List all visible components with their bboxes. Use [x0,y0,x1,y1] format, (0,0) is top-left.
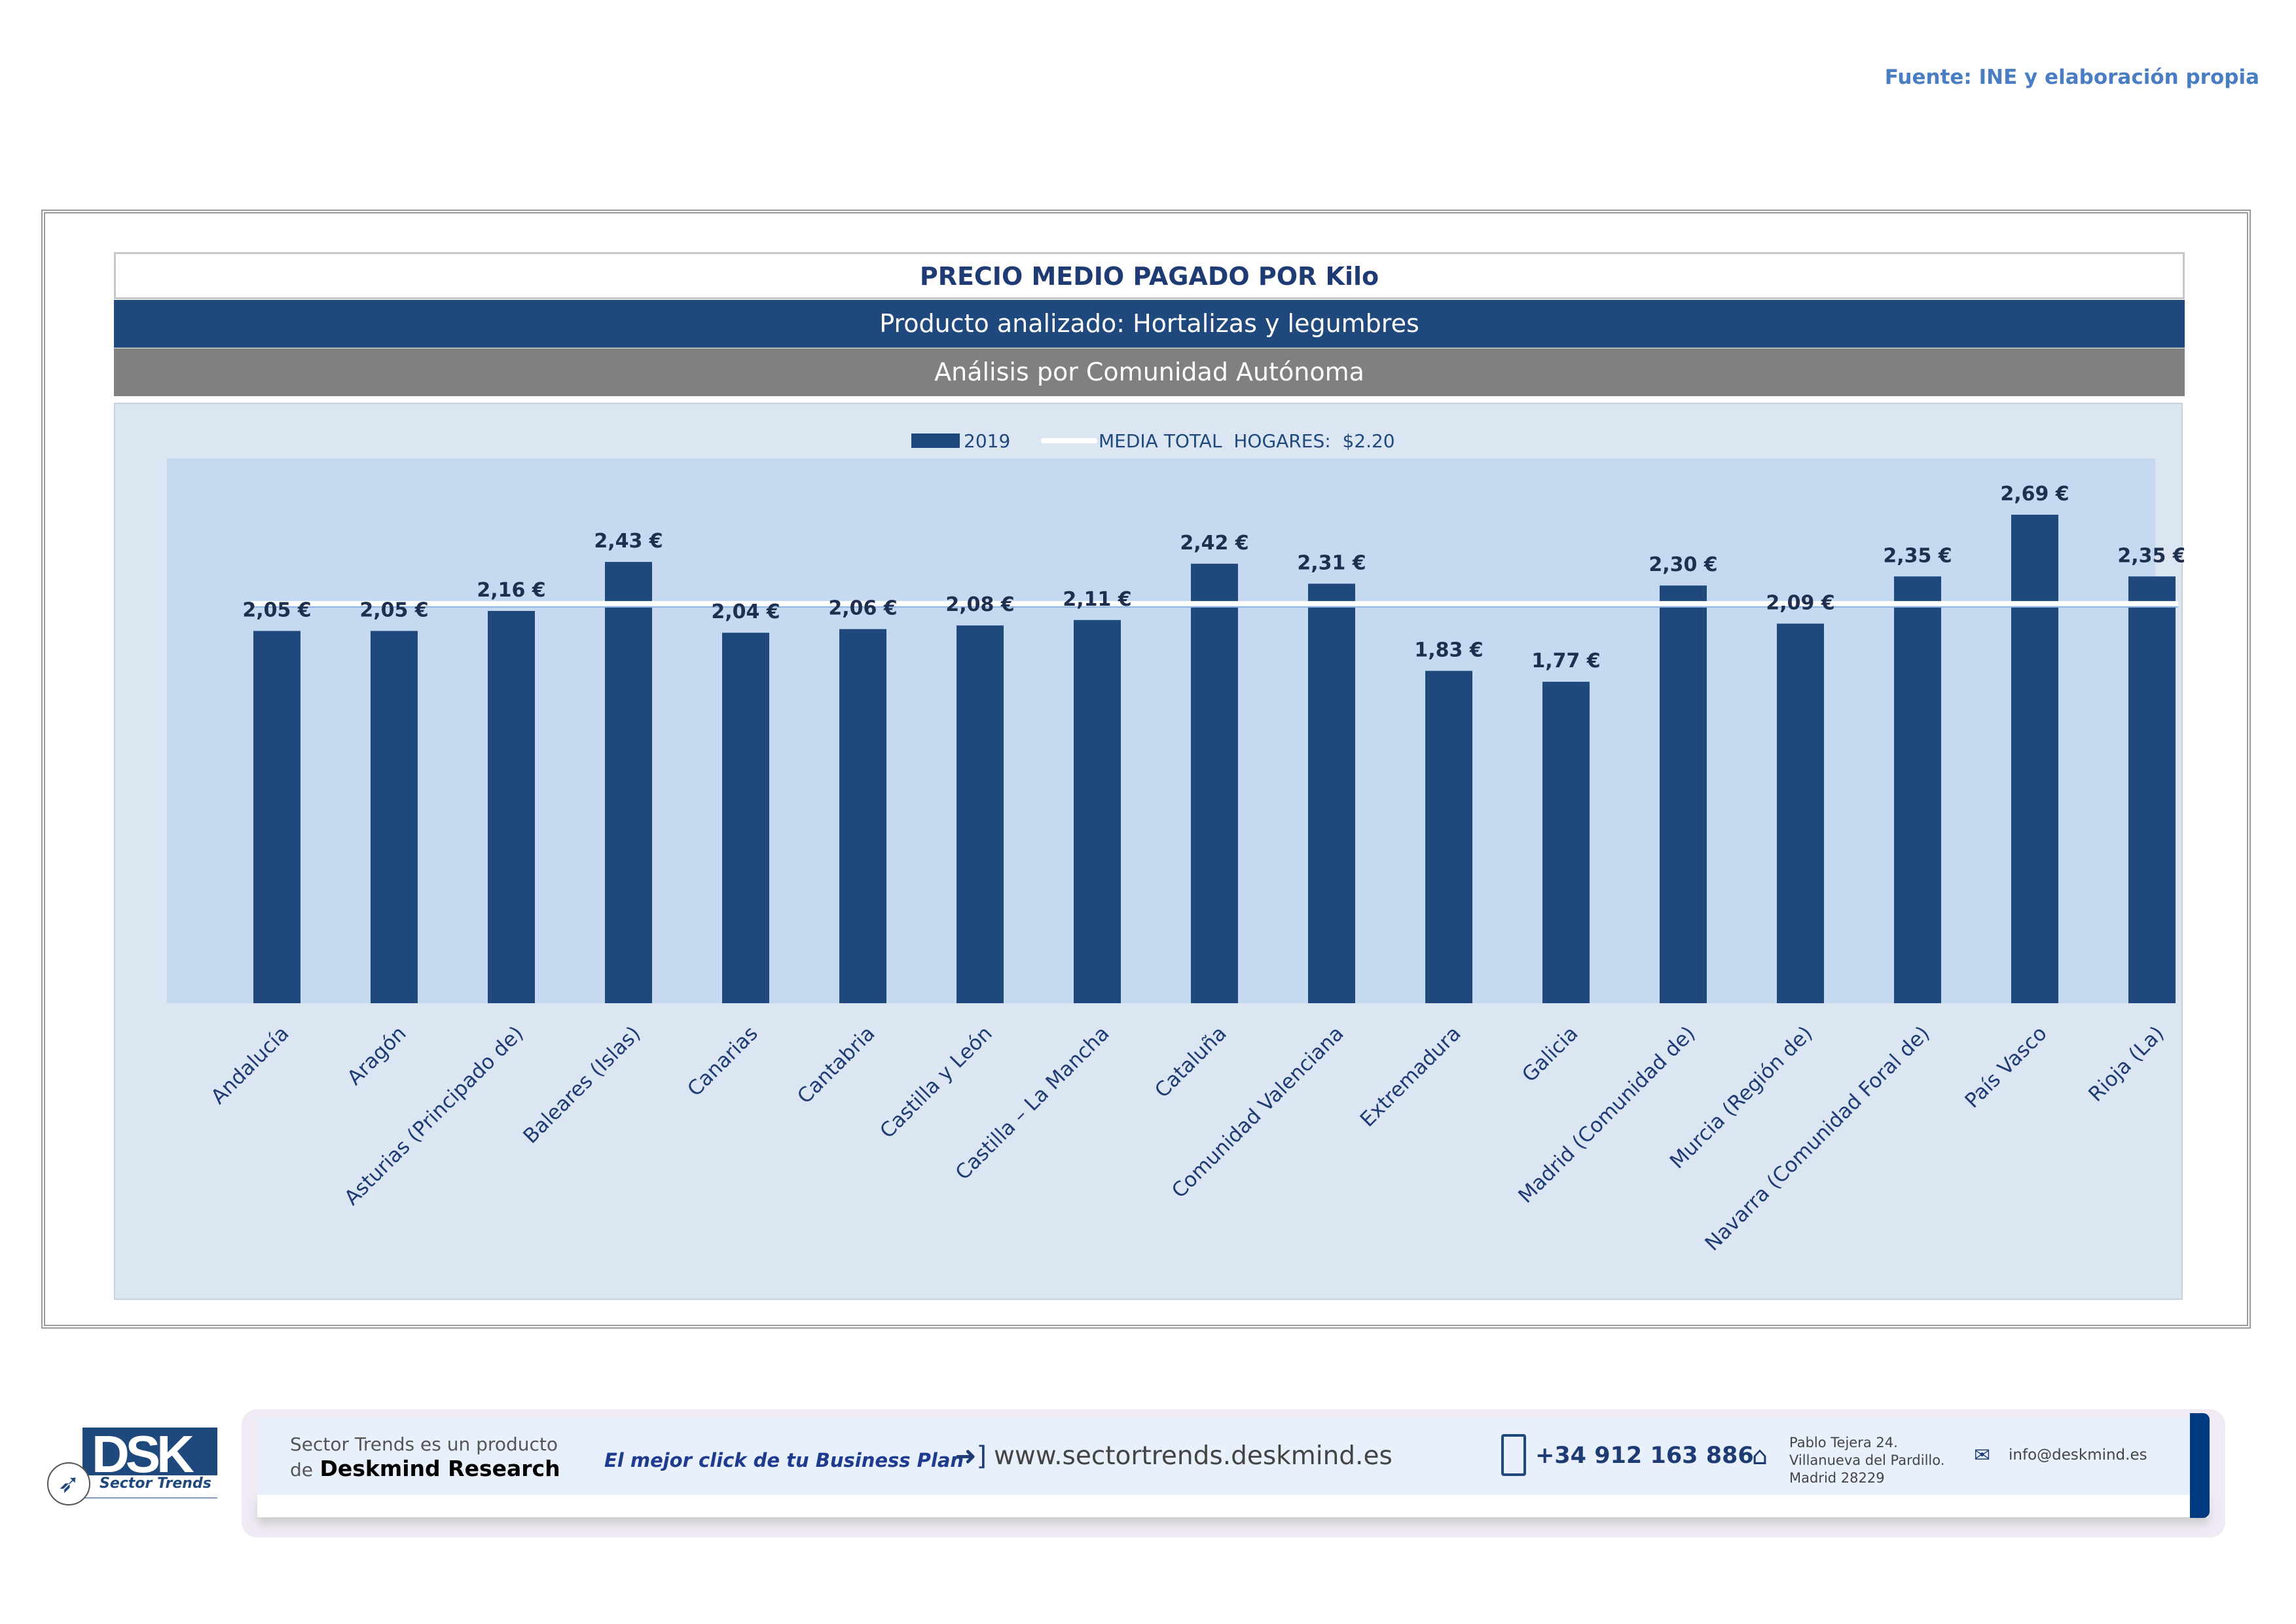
bar [1308,583,1355,1003]
address-line-2: Villanueva del Pardillo. [1789,1452,1945,1468]
x-tick-label: Rioja (La) [2084,1022,2168,1106]
data-label: 2,05 € [242,599,311,621]
bar [722,633,769,1003]
brand-name: Deskmind Research [319,1456,560,1481]
x-tick-label: País Vasco [1960,1022,2051,1113]
link-arrow-icon: ➜] [955,1441,987,1471]
bar [1894,576,1941,1003]
bar [1074,619,1121,1003]
source-note: Fuente: INE y elaboración propia [1884,65,2259,89]
bar [1542,682,1590,1003]
chart-area: 2019 MEDIA TOTAL HOGARES: $2.20 2,05 € 2,… [114,403,2187,1300]
chart-frame [41,210,2251,1329]
bar [839,629,886,1003]
legend-bar-swatch [911,434,960,448]
bar [1777,623,1824,1003]
data-label: 2,31 € [1297,551,1366,574]
product-line-2-prefix: de [290,1459,313,1481]
x-tick-label: Castilla y León [875,1022,996,1143]
rocket-icon: ➶ [47,1462,90,1505]
footer-accent-bar [2190,1413,2210,1518]
data-label: 2,16 € [477,579,545,602]
bar [957,625,1004,1003]
data-label: 2,05 € [359,599,428,621]
bar [1425,671,1472,1003]
data-label: 2,09 € [1766,591,1834,614]
x-tick-label: Aragón [343,1022,411,1090]
x-tick-label: Navarra (Comunidad Foral de) [1701,1022,1935,1255]
email-link[interactable]: info@deskmind.es [2009,1447,2147,1464]
x-tick-label: Cataluña [1150,1022,1231,1103]
bar [605,562,652,1003]
data-label: 2,35 € [2117,544,2184,567]
phone-number[interactable]: +34 912 163 886 [1535,1443,1754,1469]
data-label: 1,77 € [1531,650,1600,673]
bar [371,631,418,1003]
data-label: 2,06 € [828,597,897,620]
legend: 2019 MEDIA TOTAL HOGARES: $2.20 [911,430,1395,452]
home-icon: ⌂ [1752,1441,1768,1470]
footer-content: Sector Trends es un producto de Deskmind… [257,1418,2208,1495]
data-label: 2,08 € [945,593,1014,616]
phone-icon [1501,1434,1526,1476]
email-icon: ✉ [1974,1444,1991,1467]
x-tick-label: Extremadura [1356,1022,1466,1132]
x-tick-label: Cantabria [793,1022,880,1109]
bar [488,610,535,1003]
data-label: 2,69 € [2000,483,2069,506]
data-label: 2,11 € [1063,588,1131,611]
chart-title: PRECIO MEDIO PAGADO POR Kilo [114,252,2185,299]
analysis-subtitle: Análisis por Comunidad Autónoma [114,348,2185,396]
x-tick-label: Baleares (Islas) [519,1022,645,1148]
x-tick-label: Galicia [1518,1022,1583,1087]
data-label: 2,04 € [711,600,780,623]
data-label: 2,35 € [1883,544,1952,567]
bar [2128,576,2176,1003]
logo-text: DSK [92,1425,194,1483]
legend-label-2019: 2019 [964,430,1010,452]
legend-label-mean: MEDIA TOTAL HOGARES: $2.20 [1099,430,1395,452]
product-line-1: Sector Trends es un producto [290,1433,558,1455]
data-label: 2,42 € [1180,532,1248,555]
bar [2011,514,2058,1003]
data-label: 1,83 € [1414,638,1483,661]
address-line-1: Pablo Tejera 24. [1789,1435,1898,1450]
x-tick-label: Canarias [683,1022,762,1101]
slogan: El mejor click de tu Business Plan [604,1449,964,1471]
data-label: 2,43 € [594,530,663,553]
plot-area [167,458,2155,1003]
address-line-3: Madrid 28229 [1789,1470,1885,1486]
bar [1660,585,1707,1003]
bar [253,631,301,1003]
footer-strip [257,1495,2208,1517]
footer-logo: DSK Sector Trends ➶ [46,1424,223,1506]
data-label: 2,30 € [1649,553,1717,576]
bar [1191,563,1238,1003]
logo-subtitle: Sector Trends [100,1475,211,1492]
bar-chart: 2019 MEDIA TOTAL HOGARES: $2.20 2,05 € 2,… [167,430,2187,1255]
website-link[interactable]: www.sectortrends.deskmind.es [994,1441,1393,1471]
x-tick-label: Andalucía [206,1022,293,1109]
product-subtitle: Producto analizado: Hortalizas y legumbr… [114,300,2185,348]
